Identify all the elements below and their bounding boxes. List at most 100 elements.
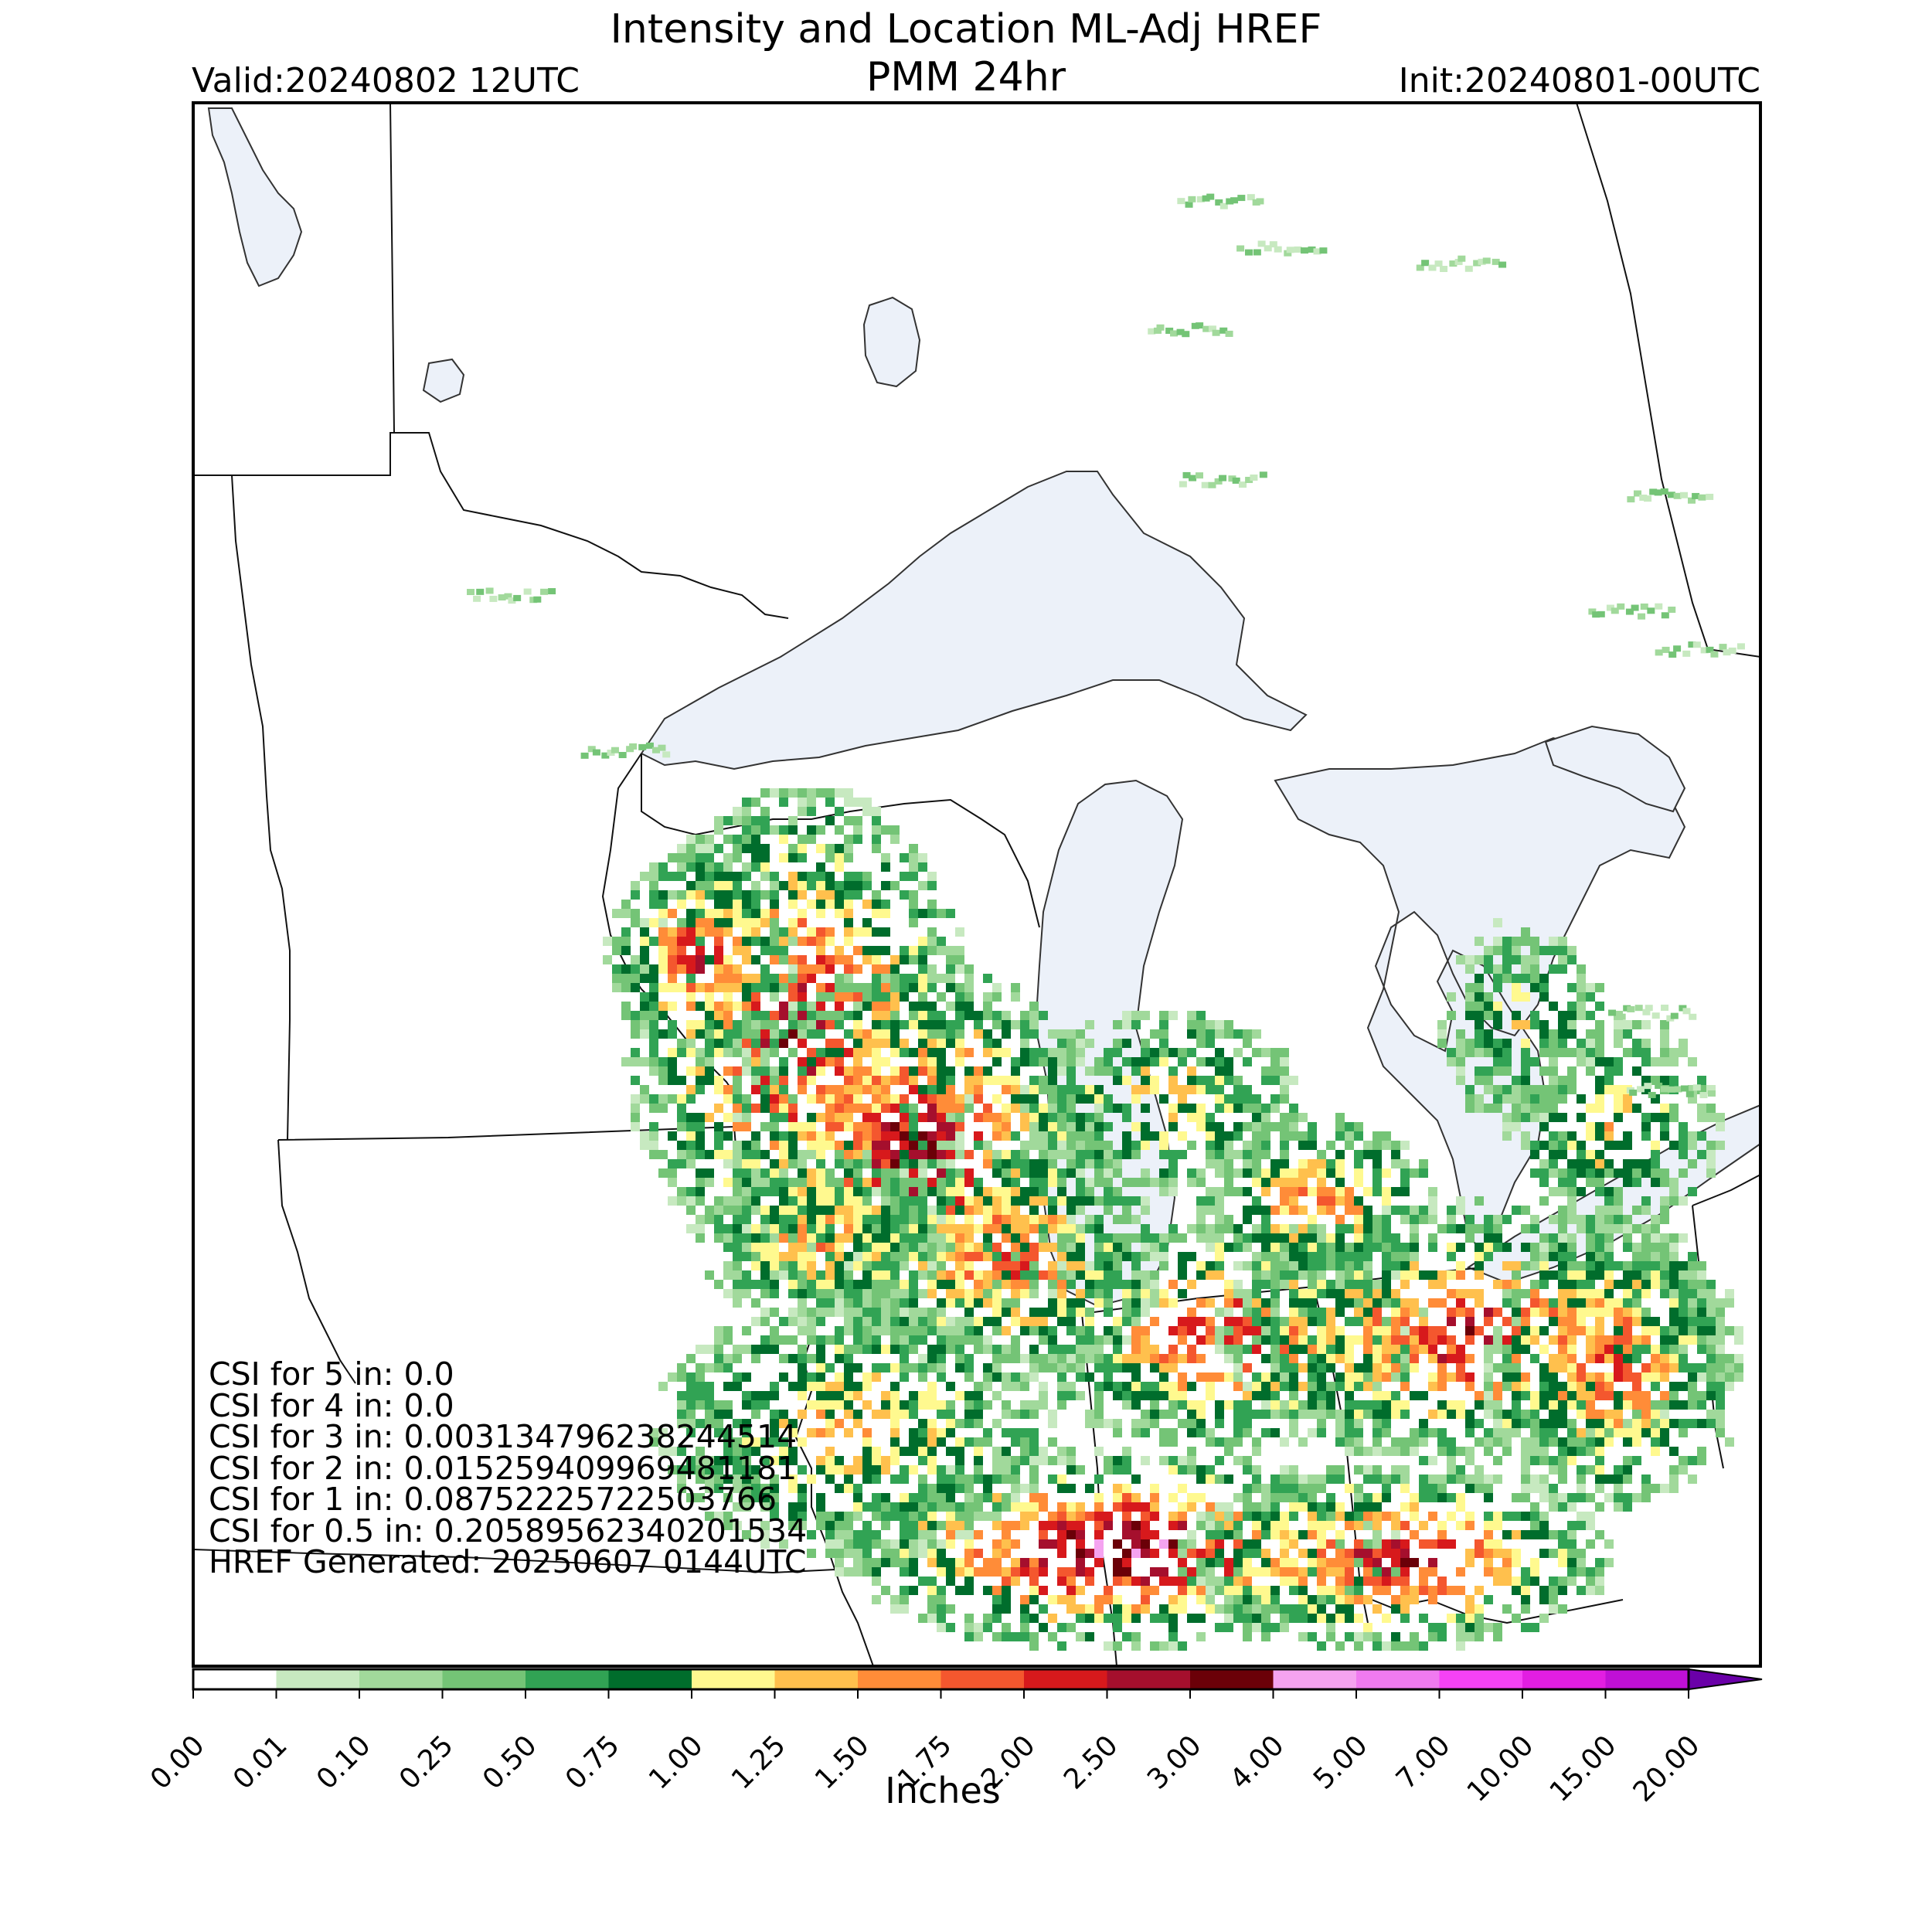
precip-cell bbox=[862, 872, 872, 881]
precip-cell bbox=[1270, 1382, 1280, 1391]
precip-cell bbox=[1539, 1437, 1549, 1447]
precip-cell bbox=[1215, 1437, 1224, 1447]
precip-cell bbox=[1669, 1243, 1679, 1252]
precip-cell bbox=[807, 1141, 816, 1150]
precip-cell bbox=[983, 1048, 992, 1057]
precip-cell bbox=[1243, 1382, 1252, 1391]
precip-cell bbox=[760, 844, 770, 853]
precip-cell bbox=[1660, 1419, 1669, 1428]
precip-cell bbox=[640, 1011, 649, 1020]
precip-cell bbox=[677, 927, 686, 937]
precip-cell bbox=[733, 881, 742, 890]
precip-cell bbox=[1363, 1363, 1372, 1372]
precip-cell bbox=[1196, 1270, 1206, 1280]
precip-cell bbox=[825, 1057, 835, 1066]
precip-cell bbox=[723, 1094, 733, 1104]
precip-cell bbox=[1614, 1363, 1623, 1372]
precip-cell bbox=[872, 964, 881, 974]
precip-cell bbox=[1697, 1345, 1706, 1354]
precip-cell bbox=[1641, 1252, 1651, 1261]
precip-cell bbox=[1039, 1011, 1048, 1020]
precip-cell bbox=[1252, 1447, 1261, 1456]
precip-cell bbox=[723, 853, 733, 862]
precip-cell bbox=[1419, 1345, 1428, 1354]
precip-cell bbox=[1567, 1308, 1577, 1317]
precip-cell bbox=[1697, 1261, 1706, 1270]
precip-cell bbox=[705, 927, 714, 937]
precip-cell bbox=[733, 816, 742, 825]
precip-cell bbox=[1270, 1363, 1280, 1372]
precip-cell bbox=[1465, 1308, 1475, 1317]
precip-cell bbox=[686, 844, 696, 853]
precip-cell bbox=[955, 1243, 964, 1252]
precip-cell bbox=[1187, 1400, 1196, 1410]
precip-cell bbox=[890, 983, 900, 992]
precip-cell bbox=[1382, 1372, 1391, 1382]
precip-cell bbox=[1168, 1354, 1178, 1363]
precip-cell bbox=[900, 974, 909, 983]
precip-cell bbox=[1159, 1363, 1168, 1372]
precip-cell bbox=[1252, 1317, 1261, 1326]
precip-cell bbox=[983, 992, 992, 1002]
precip-cell bbox=[1308, 1391, 1317, 1400]
precip-cell bbox=[853, 983, 862, 992]
precip-cell bbox=[1372, 1308, 1382, 1317]
precip-cell bbox=[816, 844, 825, 853]
precip-cell bbox=[733, 900, 742, 909]
precip-cell bbox=[1094, 1298, 1104, 1308]
precip-cell bbox=[1641, 1419, 1651, 1428]
precip-cell bbox=[853, 1011, 862, 1020]
precip-cell bbox=[1289, 1317, 1298, 1326]
precip-cell bbox=[937, 1039, 946, 1048]
precip-cell bbox=[881, 1094, 890, 1104]
precip-cell bbox=[909, 1122, 918, 1131]
precip-cell bbox=[1595, 1317, 1604, 1326]
precip-cell bbox=[1372, 1363, 1382, 1372]
precip-cell bbox=[658, 1011, 668, 1020]
precip-cell bbox=[1020, 1020, 1029, 1029]
precip-cell bbox=[816, 1215, 825, 1224]
precip-cell bbox=[705, 862, 714, 872]
precip-cell bbox=[621, 927, 631, 937]
precip-cell bbox=[1085, 1335, 1094, 1345]
precip-cell bbox=[714, 974, 723, 983]
precip-cell bbox=[1391, 1372, 1400, 1382]
precip-cell bbox=[1512, 1270, 1521, 1280]
precip-cell bbox=[1641, 1233, 1651, 1243]
precip-cell bbox=[1437, 1270, 1447, 1280]
precip-cell bbox=[844, 1094, 853, 1104]
precip-cell bbox=[1558, 1493, 1567, 1502]
precip-cell bbox=[835, 909, 844, 918]
precip-cell bbox=[1400, 1354, 1410, 1363]
precip-cell bbox=[770, 872, 779, 881]
precip-cell bbox=[1354, 1372, 1363, 1382]
precip-cell bbox=[1586, 1465, 1595, 1475]
precip-cell bbox=[1641, 1391, 1651, 1400]
precip-cell bbox=[1437, 1400, 1447, 1410]
precip-cell bbox=[816, 1289, 825, 1298]
precip-cell bbox=[668, 1076, 677, 1085]
precip-cell bbox=[798, 1029, 807, 1039]
precip-cell bbox=[1104, 1270, 1113, 1280]
precip-cell bbox=[1697, 1447, 1706, 1456]
precip-cell bbox=[1586, 1261, 1595, 1270]
precip-cell bbox=[835, 862, 844, 872]
precip-cell bbox=[649, 992, 658, 1002]
precip-cell bbox=[631, 918, 640, 927]
precip-cell bbox=[1688, 1261, 1697, 1270]
precip-cell bbox=[900, 1141, 909, 1150]
precip-cell bbox=[909, 862, 918, 872]
precip-cell bbox=[964, 1002, 974, 1011]
precip-cell bbox=[946, 955, 955, 964]
precip-cell bbox=[705, 1002, 714, 1011]
precip-cell bbox=[1447, 1252, 1456, 1261]
precip-cell bbox=[1168, 1400, 1178, 1410]
precip-cell bbox=[686, 881, 696, 890]
precip-cell bbox=[1391, 1354, 1400, 1363]
precip-cell bbox=[1651, 1484, 1660, 1493]
precip-cell bbox=[1567, 1447, 1577, 1456]
precip-cell bbox=[1539, 1261, 1549, 1270]
precip-cell bbox=[1410, 1437, 1419, 1447]
precip-cell bbox=[844, 974, 853, 983]
precip-cell bbox=[1512, 1419, 1521, 1428]
